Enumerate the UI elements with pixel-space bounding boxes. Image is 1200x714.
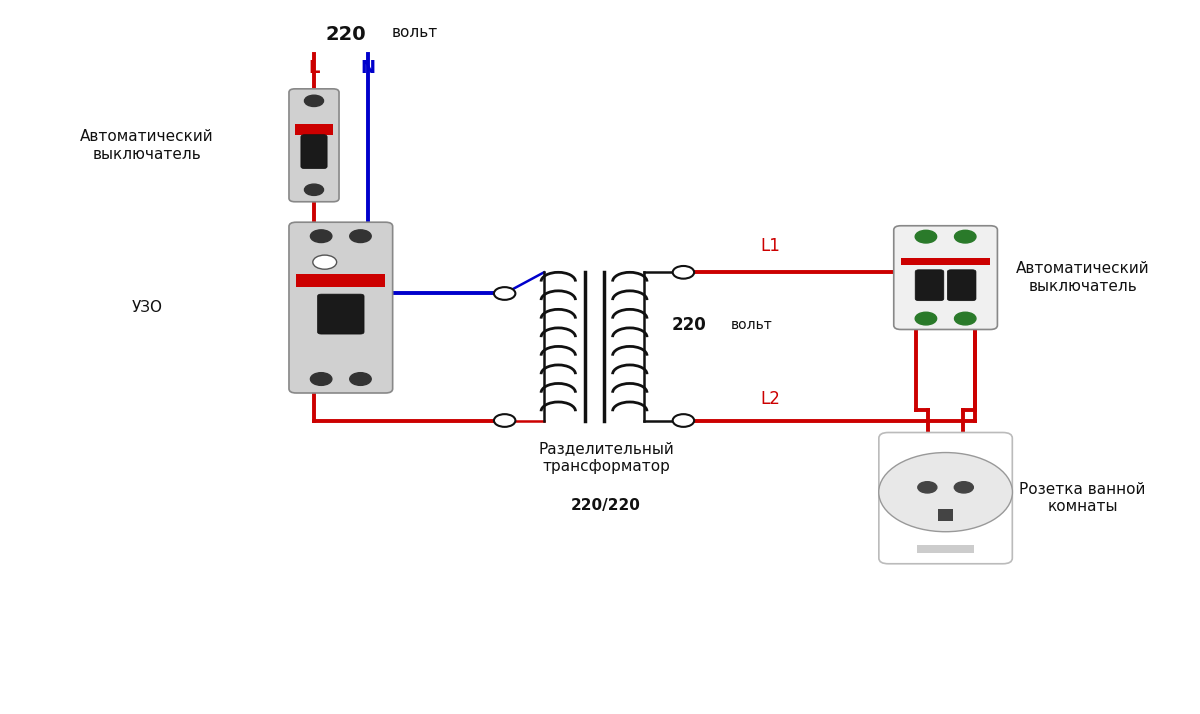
Circle shape: [673, 266, 694, 278]
Circle shape: [954, 231, 976, 243]
Bar: [295, 124, 334, 135]
Bar: [917, 545, 974, 553]
Text: L2: L2: [761, 390, 781, 408]
Circle shape: [311, 373, 332, 386]
FancyBboxPatch shape: [289, 89, 340, 202]
Circle shape: [954, 482, 973, 493]
Text: УЗО: УЗО: [132, 300, 163, 315]
Circle shape: [313, 255, 337, 269]
Circle shape: [916, 312, 937, 325]
FancyBboxPatch shape: [878, 433, 1013, 564]
Circle shape: [916, 231, 937, 243]
Bar: [296, 273, 385, 286]
Text: N: N: [360, 59, 376, 76]
Text: 220: 220: [326, 25, 366, 44]
Circle shape: [494, 287, 515, 300]
FancyBboxPatch shape: [301, 135, 328, 169]
Text: L1: L1: [761, 236, 781, 255]
FancyBboxPatch shape: [289, 222, 392, 393]
Circle shape: [311, 230, 332, 243]
Circle shape: [918, 482, 937, 493]
Circle shape: [349, 230, 371, 243]
Text: 220/220: 220/220: [571, 498, 641, 513]
Bar: [901, 258, 990, 265]
Text: Розетка ванной
комнаты: Розетка ванной комнаты: [1020, 482, 1146, 514]
Bar: [938, 508, 953, 521]
Text: 220: 220: [672, 316, 707, 334]
Text: вольт: вольт: [391, 25, 438, 40]
FancyBboxPatch shape: [916, 270, 943, 301]
Text: Автоматический
выключатель: Автоматический выключатель: [80, 129, 214, 161]
Text: Разделительный
трансформатор: Разделительный трансформатор: [538, 442, 674, 474]
Circle shape: [954, 312, 976, 325]
Text: L: L: [308, 59, 319, 76]
Circle shape: [349, 373, 371, 386]
FancyBboxPatch shape: [894, 226, 997, 329]
Circle shape: [878, 453, 1013, 532]
Text: вольт: вольт: [731, 318, 773, 332]
Text: Автоматический
выключатель: Автоматический выключатель: [1016, 261, 1150, 294]
Circle shape: [305, 184, 324, 196]
Circle shape: [673, 414, 694, 427]
FancyBboxPatch shape: [947, 270, 976, 301]
FancyBboxPatch shape: [318, 294, 364, 334]
Circle shape: [494, 414, 515, 427]
Circle shape: [305, 95, 324, 106]
